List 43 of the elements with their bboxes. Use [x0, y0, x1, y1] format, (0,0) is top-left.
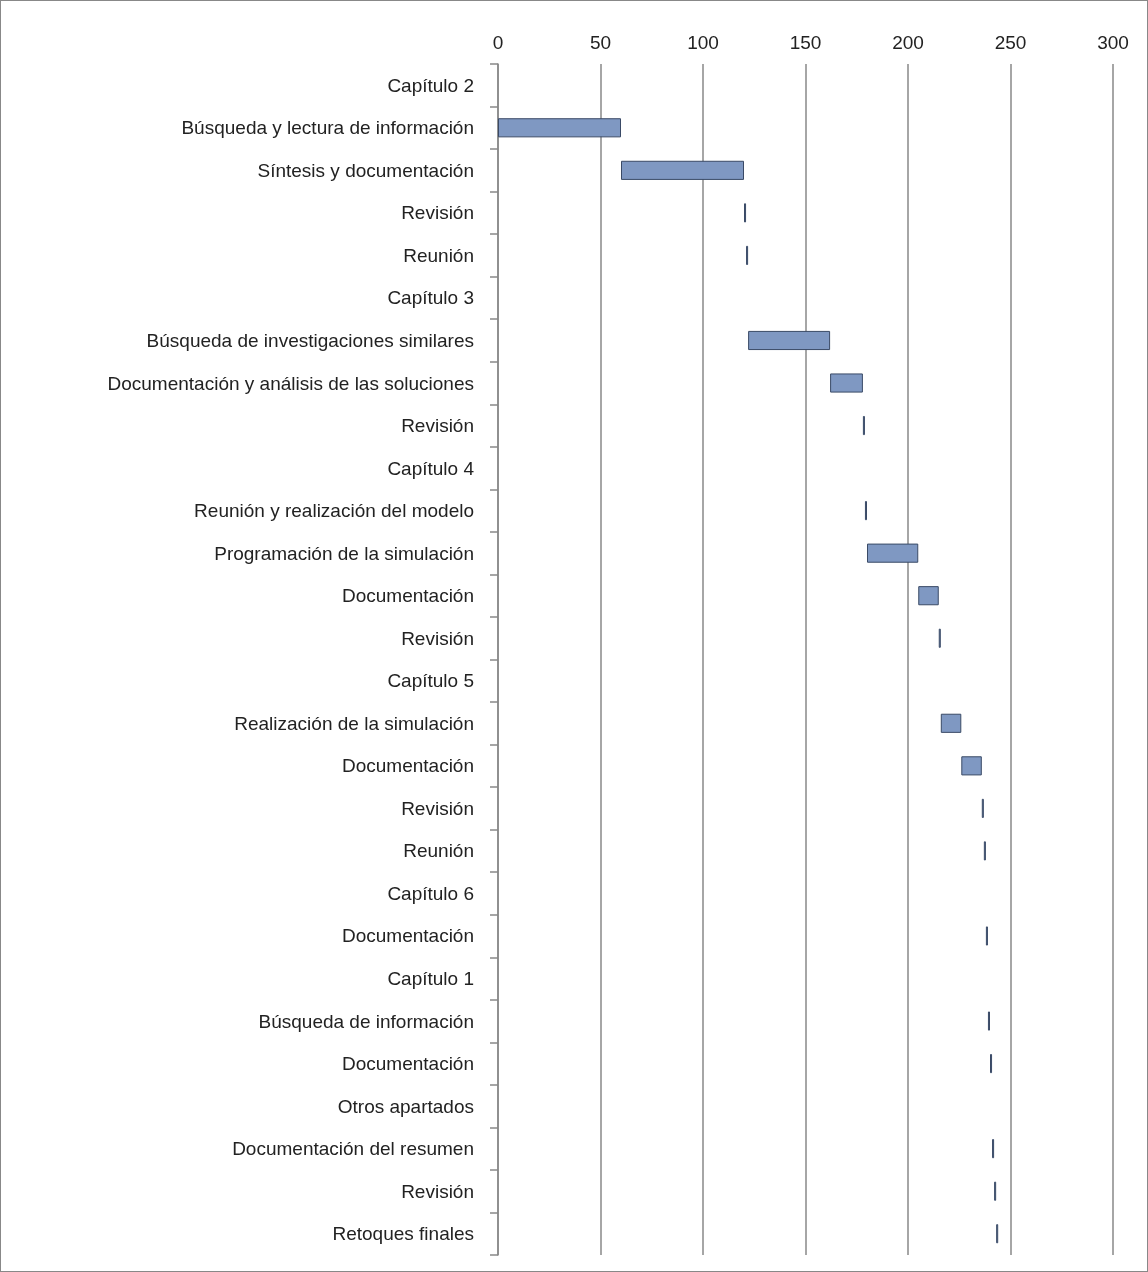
bar	[961, 756, 982, 776]
x-tick-label: 200	[892, 32, 924, 53]
x-tick-label: 100	[687, 32, 719, 53]
y-tick-label: Documentación	[341, 585, 474, 607]
y-tick-label: Retoques finales	[332, 1223, 474, 1245]
y-tick-label: Búsqueda y lectura de información	[181, 117, 474, 139]
y-tick-label: Revisión	[401, 1180, 474, 1202]
bar	[867, 543, 919, 563]
y-tick-label: Realización de la simulación	[234, 712, 474, 734]
y-tick-label: Capítulo 2	[387, 74, 474, 96]
y-tick-label: Búsqueda de información	[258, 1010, 474, 1032]
y-tick-label: Síntesis y documentación	[257, 159, 474, 181]
x-tick-label: 50	[589, 32, 612, 53]
y-tick-label: Capítulo 1	[387, 968, 474, 990]
bar	[830, 373, 863, 393]
y-tick-label: Programación de la simulación	[214, 542, 474, 564]
x-tick-label: 300	[1097, 32, 1129, 53]
y-tick-label: Documentación del resumen	[232, 1138, 474, 1160]
y-tick-label: Revisión	[401, 797, 474, 819]
y-tick-label: Revisión	[401, 627, 474, 649]
bar	[748, 330, 831, 351]
y-tick-label: Reunión	[403, 840, 474, 862]
y-tick-label: Revisión	[401, 415, 474, 437]
y-tick-label: Otros apartados	[337, 1095, 474, 1117]
y-tick-label: Documentación	[341, 755, 474, 777]
y-tick-label: Documentación y análisis de las soluciones	[107, 372, 474, 394]
y-tick-label: Documentación	[341, 1053, 474, 1075]
y-tick-label: Capítulo 6	[387, 882, 474, 904]
y-tick-label: Reunión y realización del modelo	[194, 500, 474, 522]
y-tick-label: Capítulo 4	[387, 457, 475, 479]
y-tick-label: Reunión	[403, 244, 474, 266]
y-tick-label: Documentación	[341, 925, 474, 947]
bar	[498, 118, 621, 138]
x-tick-label: 150	[789, 32, 822, 53]
bar	[940, 713, 962, 733]
y-tick-label: Capítulo 5	[387, 670, 474, 692]
bar	[621, 160, 744, 180]
y-tick-label: Capítulo 3	[387, 287, 474, 309]
x-tick-label: 0	[492, 32, 504, 53]
x-tick-label: 250	[994, 32, 1027, 53]
y-tick-label: Búsqueda de investigaciones similares	[146, 329, 474, 351]
y-tick-label: Revisión	[401, 202, 474, 224]
bar	[918, 586, 939, 606]
